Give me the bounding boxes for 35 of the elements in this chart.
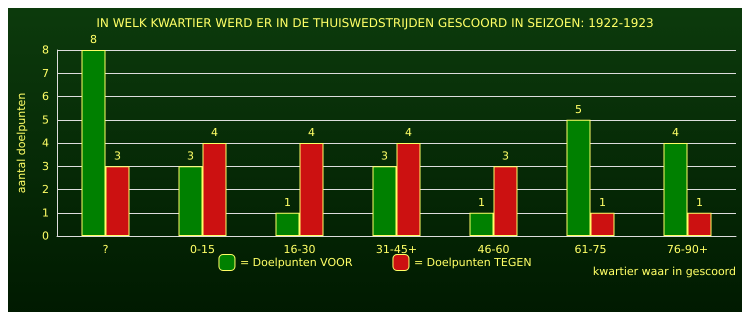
x-tick-label: 0-15: [190, 243, 215, 256]
data-label: 1: [696, 196, 703, 209]
y-tick-label: 5: [42, 113, 49, 126]
y-tick-label: 6: [42, 90, 49, 103]
x-tick-label: 46-60: [478, 243, 510, 256]
data-label: 8: [90, 33, 97, 46]
data-label: 3: [187, 149, 194, 162]
y-tick-label: 4: [42, 136, 49, 150]
y-tick-label: 7: [42, 66, 49, 80]
data-label: 4: [211, 126, 218, 139]
data-label: 1: [284, 196, 291, 209]
data-label: 1: [599, 196, 606, 209]
data-label: 3: [114, 149, 121, 162]
legend-label: = Doelpunten VOOR: [240, 256, 353, 269]
data-label: 3: [381, 149, 388, 162]
data-label: 3: [502, 149, 509, 162]
y-tick-label: 1: [42, 206, 49, 220]
data-label: 4: [308, 126, 315, 139]
y-tick-label: 8: [42, 44, 49, 56]
data-label: 4: [405, 126, 412, 139]
y-axis-title: aantal doelpunten: [15, 92, 28, 194]
data-label: 5: [575, 102, 582, 116]
x-axis-title: kwartier waar in gescoord: [592, 265, 736, 278]
data-label: 1: [478, 196, 485, 209]
chart-title: IN WELK KWARTIER WERD ER IN DE THUISWEDSTRIJDEN GESCOORD IN SEIZOEN: 1922-1923: [96, 16, 654, 30]
x-tick-label: 31-45+: [376, 243, 418, 256]
data-label: 4: [672, 126, 679, 139]
y-tick-label: 3: [42, 160, 49, 173]
x-tick-label: 16-30: [284, 243, 316, 256]
legend-label: = Doelpunten TEGEN: [414, 256, 532, 269]
x-tick-label: 76-90+: [666, 243, 708, 256]
x-tick-label: 61-75: [574, 243, 606, 256]
y-tick-label: 2: [42, 183, 49, 196]
y-tick-label: 0: [42, 230, 49, 242]
x-tick-label: ?: [102, 243, 109, 256]
